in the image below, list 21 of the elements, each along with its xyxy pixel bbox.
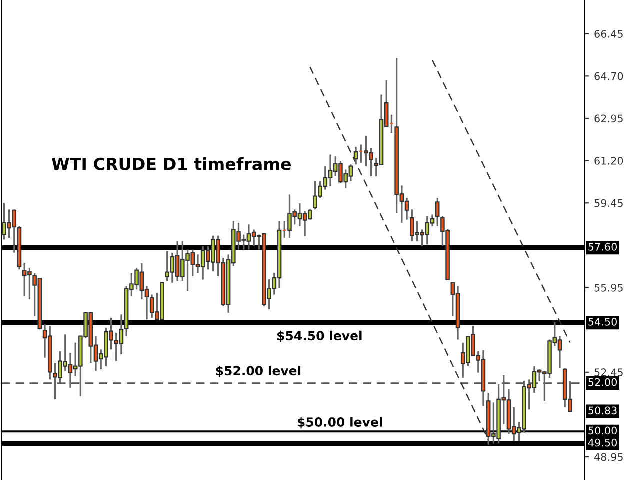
ref-line-label: 57.60 — [588, 243, 618, 251]
y-tick-label: 48.95 — [594, 453, 623, 462]
text: 50.83 — [588, 406, 617, 415]
y-tick-label: 52.45 — [594, 368, 623, 376]
annotation: $50.00 level — [298, 417, 382, 429]
annotation: $52.00 level — [216, 366, 301, 378]
candlestick — [354, 146, 358, 166]
y-tick-label: 61.20 — [594, 157, 624, 165]
y-tick-label: 64.70 — [594, 72, 624, 80]
y-tick-label: 62.95 — [594, 114, 623, 123]
ref-line-label: 50.00 — [588, 426, 618, 435]
y-tick-label: 66.45 — [594, 30, 623, 38]
y-tick-label: 59.45 — [594, 199, 623, 208]
y-tick-label: 55.95 — [594, 284, 623, 292]
line-series — [432, 60, 571, 344]
ref-line-label: 52.00 — [588, 378, 618, 386]
candlestick — [435, 197, 440, 228]
ref-line-label: 54.50 — [588, 318, 618, 326]
text: WTI CRUDE D1 timeframe — [52, 158, 292, 170]
annotation: $54.50 level — [278, 330, 362, 342]
ref-line-label: 49.50 — [588, 438, 618, 447]
